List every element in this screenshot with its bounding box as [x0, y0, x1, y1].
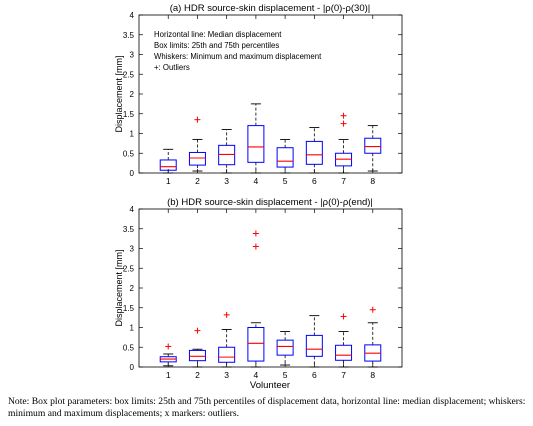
x-tick-label: 7 — [341, 370, 346, 380]
x-tick-label: 1 — [166, 370, 171, 380]
y-tick-label: 4 — [130, 11, 135, 20]
iqr-box — [305, 334, 323, 357]
box-4 — [247, 103, 265, 174]
x-tick-label: 7 — [341, 176, 346, 186]
legend-line: Box limits: 25th and 75th percentiles — [154, 41, 279, 50]
iqr-box — [188, 349, 206, 362]
y-tick-label: 3 — [130, 245, 135, 254]
x-tick-label: 3 — [224, 176, 229, 186]
plot-area — [138, 208, 403, 368]
box-1 — [159, 343, 177, 367]
figure-note: Note: Box plot parameters: box limits: 2… — [8, 396, 526, 419]
panel-a: (a) HDR source-skin displacement - |ρ(0)… — [114, 3, 403, 186]
axis-ticks: 0 0.5 1 1.5 2 2.5 3 3.5 4 1 2 3 4 5 6 7 8 — [123, 205, 402, 380]
y-tick-label: 0.5 — [123, 343, 135, 352]
box-6 — [305, 127, 323, 174]
x-tick-label: 6 — [312, 176, 317, 186]
x-tick-label: 4 — [254, 370, 259, 380]
legend-line: Horizontal line: Median displacement — [154, 30, 282, 39]
x-tick-label: 3 — [224, 370, 229, 380]
legend-line: Whiskers: Minimum and maximum displaceme… — [154, 52, 322, 61]
box-2 — [188, 116, 206, 172]
box-5 — [276, 138, 294, 174]
y-tick-label: 3.5 — [123, 31, 135, 40]
box-7 — [335, 112, 353, 174]
x-tick-label: 1 — [166, 176, 171, 186]
x-tick-label: 2 — [195, 370, 200, 380]
y-tick-label: 1.5 — [123, 304, 135, 313]
y-tick-label: 3.5 — [123, 225, 135, 234]
x-tick-label: 5 — [283, 370, 288, 380]
legend-line: +: Outliers — [154, 63, 190, 72]
box-7 — [335, 313, 353, 368]
x-tick-label: 5 — [283, 176, 288, 186]
iqr-box — [188, 151, 206, 166]
x-tick-label: 8 — [370, 370, 375, 380]
chart-title: (b) HDR source-skin displacement - |ρ(0)… — [167, 197, 373, 208]
box-1 — [159, 148, 177, 174]
panel-b: (b) HDR source-skin displacement - |ρ(0)… — [114, 197, 403, 391]
box-3 — [218, 311, 236, 368]
box-4 — [247, 230, 265, 368]
outlier-marker — [223, 311, 230, 318]
y-tick-label: 1 — [130, 130, 135, 139]
box-2 — [188, 327, 206, 368]
box-8 — [364, 125, 382, 172]
y-tick-label: 1.5 — [123, 110, 135, 119]
y-tick-label: 3 — [130, 51, 135, 60]
box-5 — [276, 331, 294, 366]
iqr-box — [218, 346, 236, 363]
iqr-box — [276, 339, 294, 356]
outlier-marker — [194, 116, 201, 123]
iqr-box — [218, 144, 236, 166]
iqr-box — [247, 125, 265, 163]
y-tick-label: 0.5 — [123, 149, 135, 158]
outlier-marker — [340, 120, 347, 127]
y-tick-label: 0 — [130, 169, 135, 178]
y-tick-label: 1 — [130, 324, 135, 333]
y-axis-label: Displacement [mm] — [114, 55, 124, 132]
outlier-marker — [340, 112, 347, 119]
iqr-box — [364, 137, 382, 154]
y-axis-label: Displacement [mm] — [114, 249, 124, 326]
y-tick-label: 4 — [130, 205, 135, 214]
x-tick-label: 6 — [312, 370, 317, 380]
figure: (a) HDR source-skin displacement - |ρ(0)… — [114, 3, 403, 391]
iqr-box — [305, 140, 323, 165]
x-tick-label: 2 — [195, 176, 200, 186]
outlier-marker — [252, 243, 259, 250]
box-3 — [218, 129, 236, 174]
outlier-marker — [252, 230, 259, 237]
outlier-marker — [369, 306, 376, 313]
y-tick-label: 2 — [130, 284, 135, 293]
y-tick-label: 2.5 — [123, 264, 135, 273]
x-axis-label: Volunteer — [250, 380, 290, 391]
outlier-marker — [340, 313, 347, 320]
x-tick-label: 4 — [254, 176, 259, 186]
iqr-box — [159, 159, 177, 171]
box-6 — [305, 315, 323, 368]
x-tick-label: 8 — [370, 176, 375, 186]
legend-box: Horizontal line: Median displacement Box… — [154, 30, 322, 72]
y-tick-label: 0 — [130, 363, 135, 372]
outlier-marker — [194, 327, 201, 334]
outlier-marker — [165, 343, 172, 350]
iqr-box — [247, 327, 265, 362]
iqr-box — [335, 344, 353, 361]
box-series — [159, 103, 382, 174]
box-series — [159, 230, 382, 368]
y-tick-label: 2 — [130, 90, 135, 99]
box-8 — [364, 306, 382, 368]
y-tick-label: 2.5 — [123, 70, 135, 79]
chart-title: (a) HDR source-skin displacement - |ρ(0)… — [170, 3, 371, 14]
iqr-box — [276, 147, 294, 168]
